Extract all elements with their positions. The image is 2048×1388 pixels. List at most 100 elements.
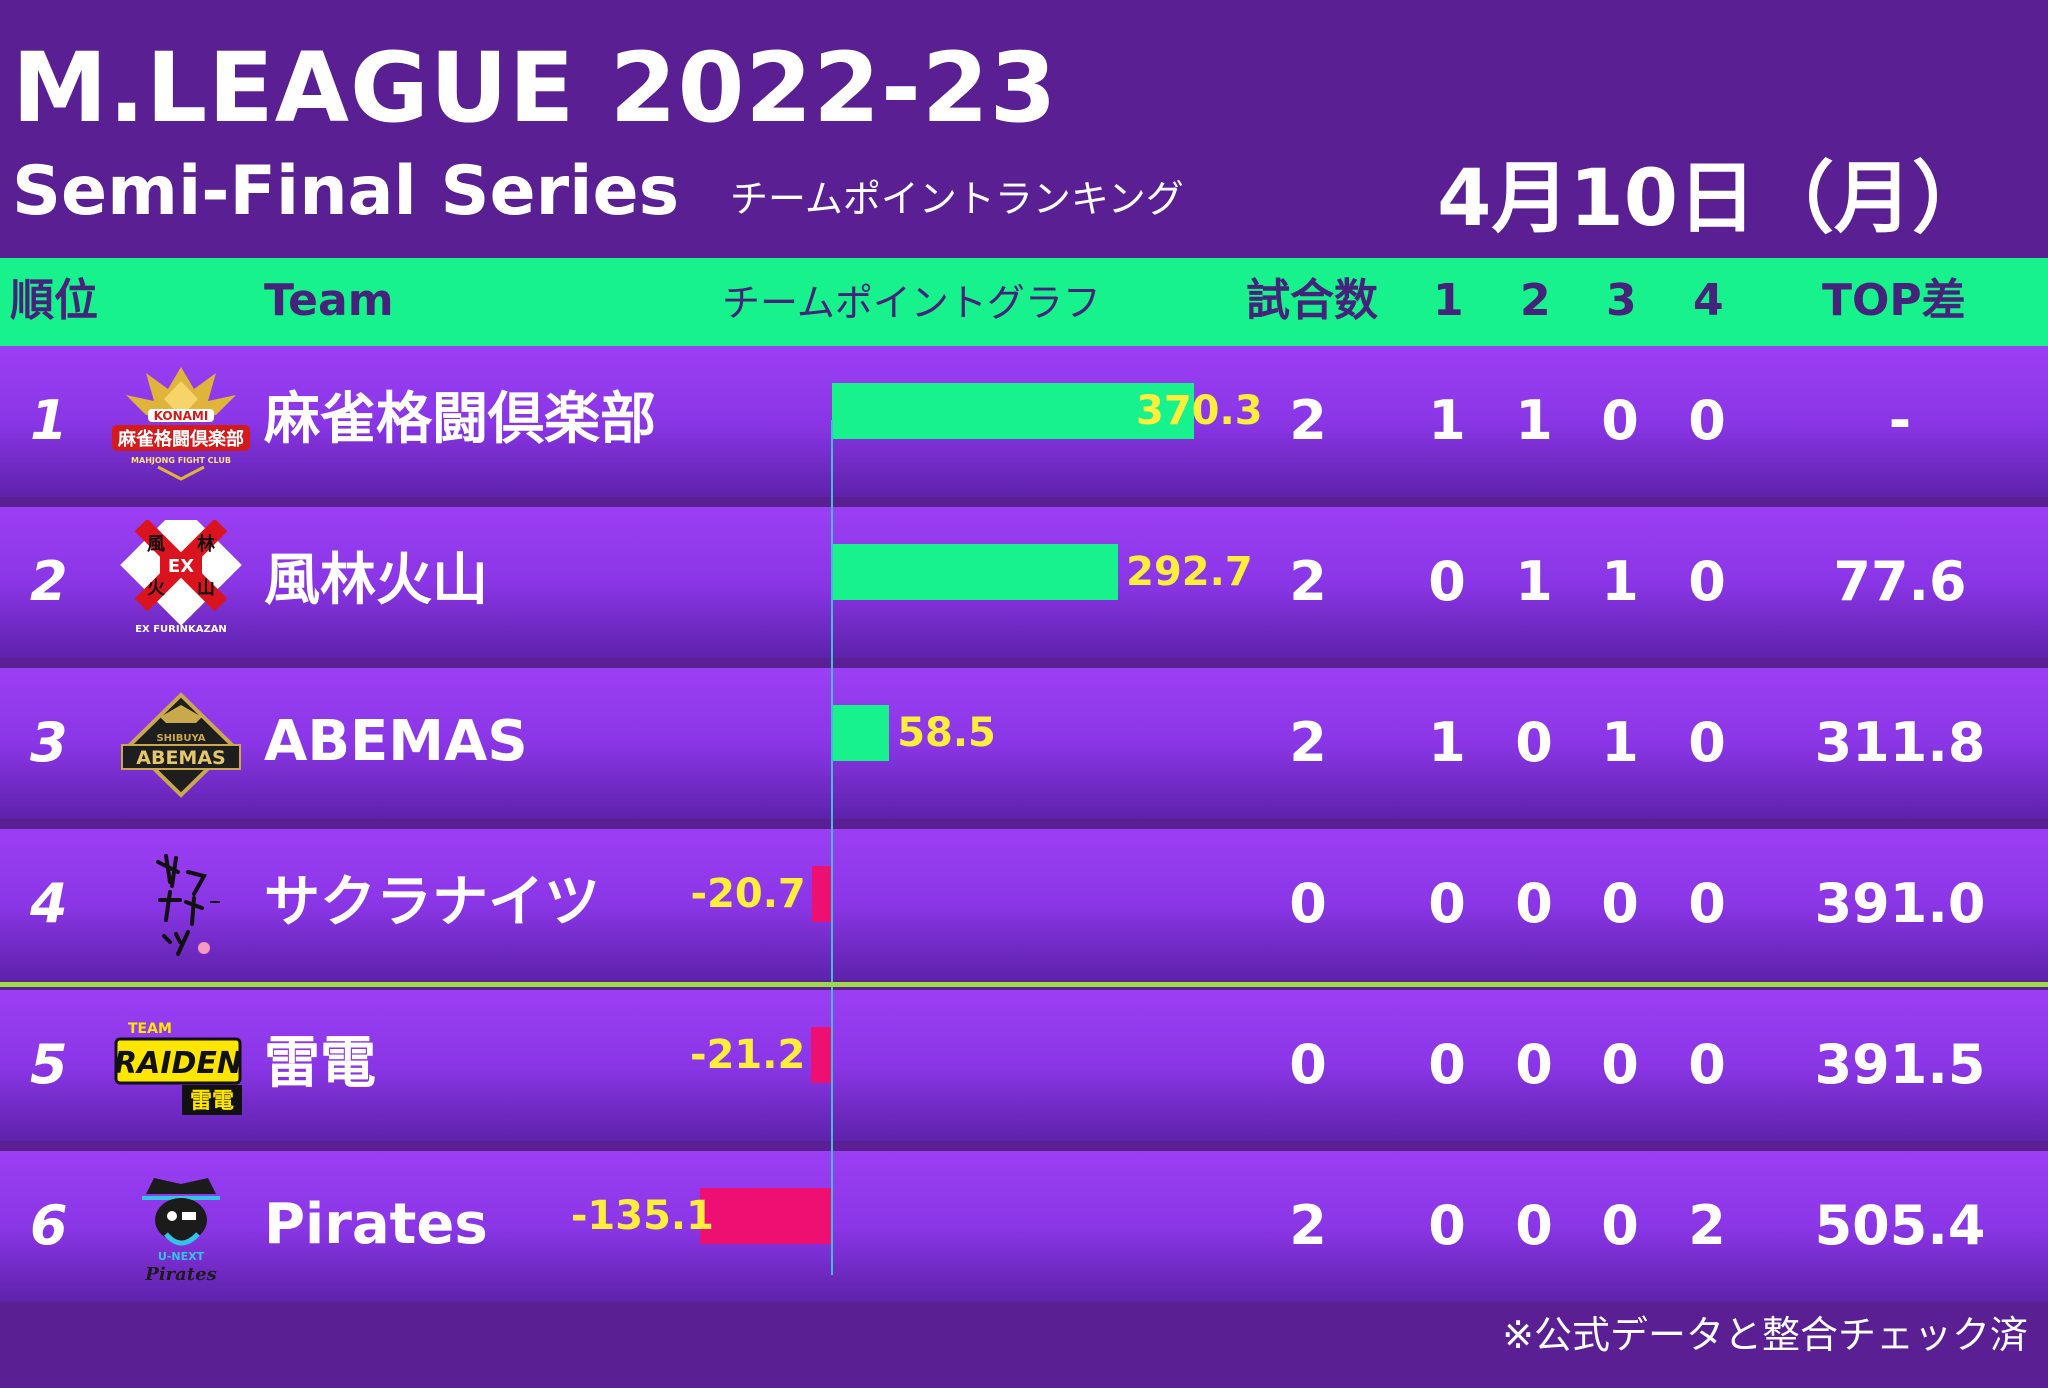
furinkazan-char: 山 (197, 578, 215, 599)
title-date: 4月10日（月） (1437, 154, 1990, 244)
fourth-place-count: 2 (1688, 1194, 1726, 1257)
second-place-count: 0 (1515, 872, 1553, 935)
games-count: 0 (1289, 872, 1327, 935)
sakura-knights-logo (108, 842, 254, 966)
header-place-2: 2 (1520, 275, 1551, 326)
table-row: 5 TEAM RAIDEN 雷電 雷電 -21.2 0 0 0 0 0 391.… (0, 990, 2048, 1141)
raiden-logo: TEAM RAIDEN 雷電 (108, 1003, 254, 1127)
fourth-place-count: 0 (1688, 872, 1726, 935)
raiden-top-text: TEAM (128, 1021, 172, 1037)
header-place-3: 3 (1606, 275, 1637, 326)
table-row: 6 U-NEXT Pirates Pirates -135.1 2 0 0 0 … (0, 1151, 2048, 1302)
furinkazan-char: 風 (147, 534, 165, 555)
fourth-place-count: 0 (1688, 550, 1726, 613)
second-place-count: 1 (1515, 389, 1553, 452)
footnote: ※公式データと整合チェック済 (1502, 1313, 2028, 1357)
fourth-place-count: 0 (1688, 711, 1726, 774)
games-count: 2 (1289, 711, 1327, 774)
konami-tag-text: MAHJONG FIGHT CLUB (131, 456, 231, 465)
rank: 5 (30, 1033, 68, 1096)
pirates-top-text: U-NEXT (158, 1250, 205, 1263)
third-place-count: 1 (1601, 711, 1639, 774)
points-bar (811, 1027, 832, 1083)
konami-logo: KONAMI 麻雀格闘倶楽部 MAHJONG FIGHT CLUB (108, 359, 254, 483)
first-place-count: 0 (1428, 550, 1466, 613)
top-diff: - (1888, 389, 1912, 452)
top-diff: 77.6 (1833, 550, 1967, 613)
title-label: チームポイントランキング (730, 177, 1184, 221)
fourth-place-count: 0 (1688, 389, 1726, 452)
team-name: Pirates (264, 1192, 488, 1257)
points-bar (832, 705, 890, 761)
furinkazan-char: 林 (197, 533, 215, 555)
top-diff: 505.4 (1814, 1194, 1986, 1257)
points-value: -20.7 (690, 871, 806, 917)
second-place-count: 0 (1515, 711, 1553, 774)
playoff-cutoff-line (0, 982, 2048, 987)
table-row: 2 風 林 火 山 EX EX FURINKAZAN 風林火山 292.7 2 … (0, 504, 2048, 658)
pirates-name-text: Pirates (144, 1264, 216, 1285)
graph-zero-axis (831, 420, 833, 1275)
header-games: 試合数 (1246, 275, 1378, 326)
rank: 4 (30, 872, 68, 935)
second-place-count: 1 (1515, 550, 1553, 613)
games-count: 2 (1289, 1194, 1327, 1257)
points-value: 58.5 (897, 710, 996, 756)
top-diff: 391.5 (1814, 1033, 1986, 1096)
third-place-count: 0 (1601, 1194, 1639, 1257)
header-team: Team (264, 275, 394, 326)
points-bar (832, 544, 1119, 600)
konami-name-text: 麻雀格闘倶楽部 (117, 428, 244, 450)
points-bar (811, 866, 832, 922)
team-name: 麻雀格闘倶楽部 (264, 387, 656, 452)
abemas-top-text: SHIBUYA (156, 733, 205, 744)
pirates-logo: U-NEXT Pirates (108, 1164, 254, 1288)
points-value: -21.2 (689, 1032, 806, 1078)
rank: 3 (30, 711, 68, 774)
rank: 6 (30, 1194, 68, 1257)
team-name: サクラナイツ (264, 870, 600, 935)
second-place-count: 0 (1515, 1194, 1553, 1257)
table-header: 順位 Team チームポイントグラフ 試合数 1 2 3 4 TOP差 (0, 258, 2048, 346)
third-place-count: 0 (1601, 389, 1639, 452)
third-place-count: 0 (1601, 872, 1639, 935)
team-name: 風林火山 (264, 548, 488, 613)
third-place-count: 1 (1601, 550, 1639, 613)
team-name: 雷電 (264, 1031, 376, 1096)
furinkazan-char: 火 (147, 578, 166, 599)
top-diff: 391.0 (1814, 872, 1986, 935)
table-row: 3 SHIBUYA ABEMAS ABEMAS 58.5 2 1 0 1 0 3… (0, 668, 2048, 819)
rank: 2 (30, 550, 68, 613)
header-place-1: 1 (1433, 275, 1464, 326)
first-place-count: 0 (1428, 1033, 1466, 1096)
games-count: 0 (1289, 1033, 1327, 1096)
table-row: 4 サクラナイツ -20.7 0 0 0 0 0 391.0 (0, 829, 2048, 980)
title-sub: Semi-Final Series (12, 152, 680, 231)
first-place-count: 1 (1428, 711, 1466, 774)
furinkazan-logo: 風 林 火 山 EX EX FURINKAZAN (108, 504, 254, 644)
points-value: 370.3 (1136, 388, 1263, 434)
top-diff: 311.8 (1814, 711, 1986, 774)
games-count: 2 (1289, 550, 1327, 613)
header-top-diff: TOP差 (1822, 275, 1966, 326)
abemas-logo: SHIBUYA ABEMAS (108, 681, 254, 805)
rank: 1 (30, 389, 68, 452)
header-rank: 順位 (10, 275, 98, 326)
title-main: M.LEAGUE 2022-23 (12, 32, 1058, 144)
points-value: -135.1 (570, 1193, 714, 1239)
team-name: ABEMAS (264, 709, 528, 774)
raiden-name-text: RAIDEN (114, 1046, 242, 1081)
first-place-count: 1 (1428, 389, 1466, 452)
first-place-count: 0 (1428, 1194, 1466, 1257)
raiden-jp-text: 雷電 (190, 1089, 234, 1114)
furinkazan-mark-text: EX (168, 556, 194, 577)
table-row: 1 KONAMI 麻雀格闘倶楽部 MAHJONG FIGHT CLUB 麻雀格闘… (0, 346, 2048, 497)
third-place-count: 0 (1601, 1033, 1639, 1096)
games-count: 2 (1289, 389, 1327, 452)
header-graph: チームポイントグラフ (722, 281, 1101, 325)
konami-brand-text: KONAMI (154, 409, 209, 423)
abemas-name-text: ABEMAS (136, 747, 225, 769)
first-place-count: 0 (1428, 872, 1466, 935)
header-place-4: 4 (1693, 275, 1724, 326)
points-bar (699, 1188, 832, 1244)
